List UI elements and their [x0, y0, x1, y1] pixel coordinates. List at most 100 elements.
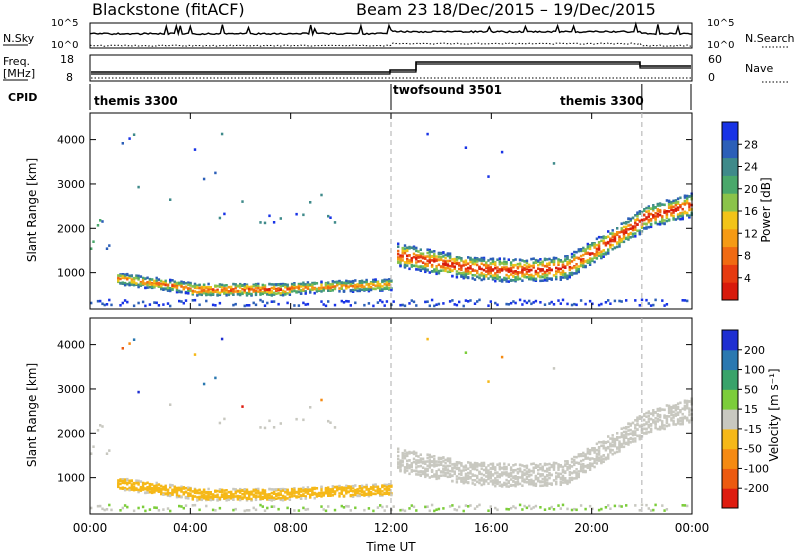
data-cell: [433, 455, 436, 458]
data-cell: [360, 281, 364, 284]
data-cell: [349, 489, 352, 492]
data-cell: [290, 487, 294, 491]
data-cell: [575, 271, 578, 274]
data-cell: [588, 299, 592, 303]
data-cell: [202, 286, 206, 289]
data-cell: [670, 206, 673, 210]
data-cell: [451, 469, 454, 472]
data-cell: [679, 205, 682, 209]
data-cell: [166, 302, 170, 305]
data-cell: [464, 474, 468, 478]
data-cell: [202, 488, 206, 492]
data-cell: [155, 489, 158, 492]
data-cell: [410, 246, 413, 249]
data-cell: [638, 231, 641, 235]
data-cell: [225, 497, 228, 500]
data-cell: [403, 264, 407, 268]
data-cell: [412, 457, 416, 461]
data-cell: [347, 280, 350, 284]
data-cell: [157, 283, 161, 286]
data-cell: [160, 284, 163, 288]
data-cell: [593, 451, 596, 454]
data-cell: [311, 491, 314, 495]
data-cell: [205, 286, 208, 290]
data-cell: [652, 204, 655, 207]
data-cell: [613, 246, 617, 249]
data-cell: [566, 479, 569, 483]
data-cell: [487, 264, 490, 267]
data-cell: [426, 251, 429, 255]
data-cell: [528, 470, 531, 474]
x-tick-label: 04:00: [173, 521, 208, 535]
data-cell: [160, 487, 163, 491]
data-cell: [252, 494, 255, 497]
data-cell: [507, 480, 510, 483]
data-cell: [101, 425, 104, 428]
data-cell: [514, 477, 517, 481]
data-cell: [304, 488, 307, 491]
data-cell: [530, 480, 533, 484]
data-cell: [679, 409, 682, 412]
data-cell: [130, 483, 133, 486]
data-cell: [645, 298, 648, 302]
data-cell: [568, 470, 571, 474]
data-cell: [629, 217, 632, 221]
data-cell: [248, 509, 251, 512]
data-cell: [663, 304, 666, 307]
data-cell: [471, 277, 474, 280]
data-cell: [618, 235, 621, 238]
data-cell: [665, 219, 669, 223]
data-cell: [146, 281, 149, 284]
data-cell: [629, 223, 632, 227]
data-cell: [557, 472, 560, 475]
data-cell: [485, 466, 488, 469]
data-cell: [187, 292, 190, 295]
data-cell: [169, 280, 172, 284]
data-cell: [324, 488, 328, 492]
data-cell: [374, 278, 377, 281]
data-cell: [299, 292, 303, 295]
data-cell: [327, 214, 330, 218]
data-cell: [476, 480, 479, 484]
data-cell: [311, 283, 314, 287]
data-cell: [349, 487, 352, 491]
data-cell: [243, 304, 246, 308]
data-cell: [584, 507, 587, 511]
data-cell: [356, 488, 359, 491]
data-cell: [584, 464, 587, 468]
data-cell: [573, 254, 576, 257]
data-cell: [254, 303, 258, 307]
data-cell: [480, 274, 483, 277]
data-cell: [514, 483, 517, 487]
data-cell: [622, 440, 626, 443]
data-cell: [658, 428, 662, 431]
data-cell: [462, 476, 465, 480]
data-cell: [555, 482, 558, 486]
data-cell: [618, 440, 621, 443]
data-cell: [372, 304, 375, 308]
data-cell: [155, 276, 158, 280]
data-cell: [460, 464, 463, 467]
data-cell: [622, 436, 626, 440]
data-cell: [430, 470, 434, 473]
data-cell: [320, 398, 323, 402]
data-cell: [399, 254, 402, 257]
data-cell: [634, 419, 637, 422]
data-cell: [528, 263, 531, 267]
data-cell: [579, 467, 583, 471]
data-cell: [559, 507, 562, 510]
data-cell: [464, 263, 468, 266]
data-cell: [543, 477, 547, 480]
data-cell: [507, 481, 510, 485]
data-cell: [410, 299, 413, 302]
data-cell: [191, 285, 194, 288]
data-cell: [631, 421, 635, 425]
data-cell: [288, 290, 292, 294]
data-cell: [155, 487, 158, 490]
data-cell: [209, 290, 212, 293]
data-cell: [108, 449, 111, 452]
data-cell: [564, 463, 567, 466]
data-cell: [444, 263, 447, 266]
data-cell: [469, 256, 472, 260]
data-cell: [597, 244, 601, 247]
